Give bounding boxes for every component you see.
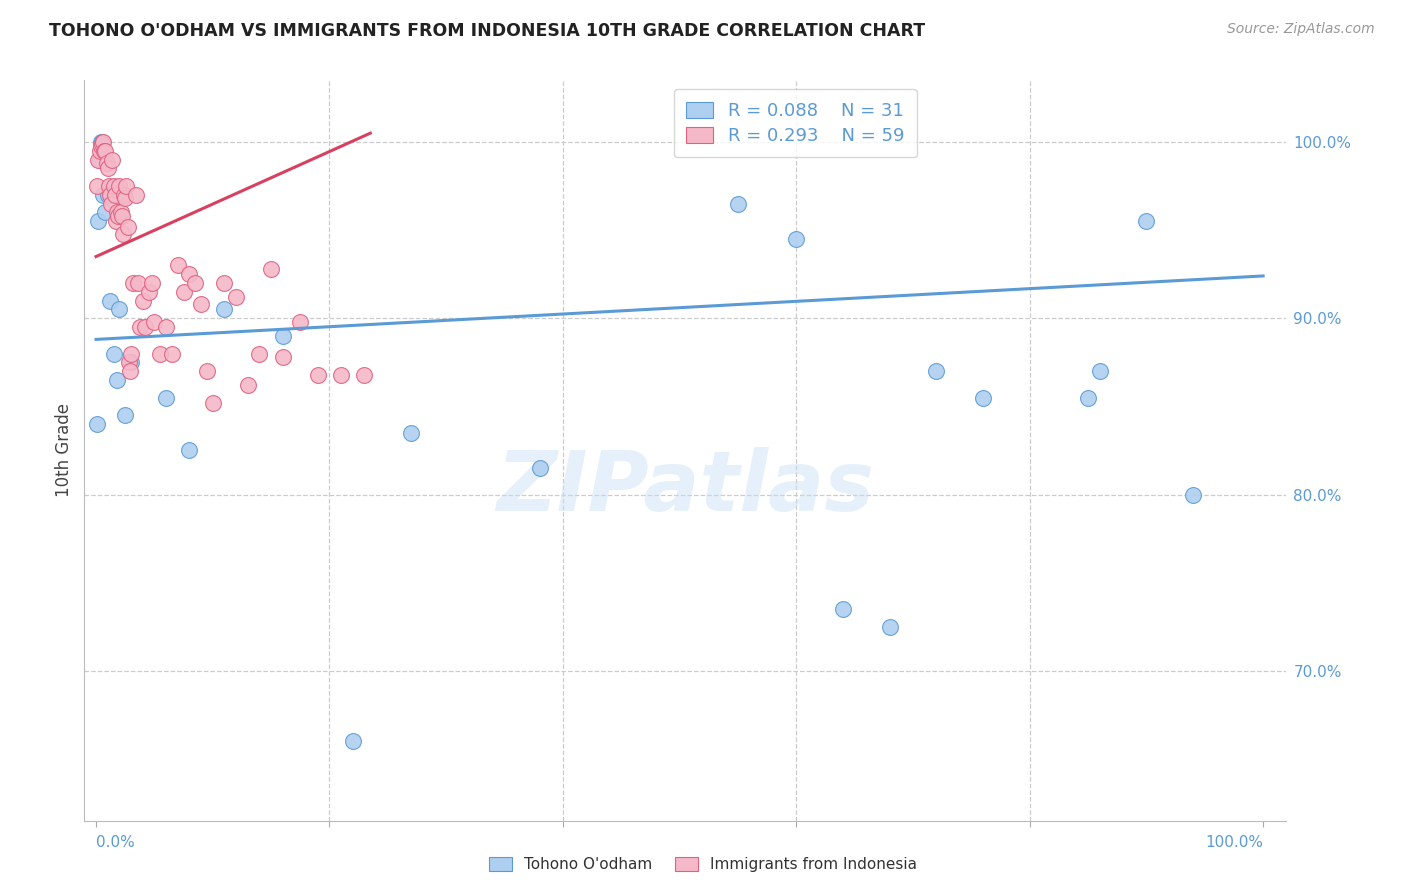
Point [138,285,160,299]
Point [195,364,218,378]
Point [97,179,120,194]
Point [108,302,131,317]
Point [141,276,163,290]
Point [115,179,138,194]
Point [105,373,128,387]
Point [110,205,132,219]
Point [98,187,121,202]
Point [111,209,134,223]
Point [290,315,312,329]
Point [114,191,136,205]
Point [160,346,183,360]
Point [307,368,329,382]
Point [1077,391,1099,405]
Point [87,153,110,167]
Point [785,232,807,246]
Point [90,138,112,153]
Point [111,227,134,241]
Point [122,276,145,290]
Point [529,461,551,475]
Point [97,187,120,202]
Point [214,276,236,290]
Point [972,391,994,405]
Point [832,602,855,616]
Point [87,214,110,228]
Point [225,290,247,304]
Point [108,179,131,194]
Point [96,156,118,170]
Point [118,355,141,369]
Text: ZIPatlas: ZIPatlas [496,447,875,528]
Legend: R = 0.088    N = 31, R = 0.293    N = 59: R = 0.088 N = 31, R = 0.293 N = 59 [673,89,917,157]
Point [103,346,125,360]
Point [125,187,148,202]
Point [90,135,112,149]
Text: TOHONO O'ODHAM VS IMMIGRANTS FROM INDONESIA 10TH GRADE CORRELATION CHART: TOHONO O'ODHAM VS IMMIGRANTS FROM INDONE… [49,22,925,40]
Point [120,346,142,360]
Point [129,320,152,334]
Point [101,153,124,167]
Point [190,297,212,311]
Point [143,315,166,329]
Point [105,205,128,219]
Point [342,734,364,748]
Point [201,396,224,410]
Point [90,136,112,151]
Point [1088,364,1111,378]
Point [91,187,114,202]
Point [104,214,127,228]
Point [114,408,136,422]
Point [155,320,177,334]
Point [271,350,294,364]
Point [260,261,283,276]
Point [149,346,172,360]
Point [86,417,108,431]
Point [103,179,125,194]
Point [399,425,422,440]
Point [879,620,901,634]
Point [925,364,948,378]
Point [236,378,259,392]
Point [134,320,156,334]
Point [166,258,188,272]
Point [330,368,353,382]
Point [132,293,155,308]
Point [271,329,294,343]
Point [214,302,236,317]
Point [173,285,195,299]
Point [127,276,149,290]
Point [100,196,122,211]
Point [1182,487,1205,501]
Point [107,209,129,223]
Point [112,187,135,202]
Point [179,443,201,458]
Text: Source: ZipAtlas.com: Source: ZipAtlas.com [1227,22,1375,37]
Point [1135,214,1157,228]
Point [98,293,121,308]
Point [104,187,127,202]
Point [94,144,117,158]
Point [93,144,115,158]
Point [353,368,375,382]
Point [91,135,114,149]
Legend: Tohono O'odham, Immigrants from Indonesia: Tohono O'odham, Immigrants from Indonesi… [481,849,925,880]
Point [155,391,177,405]
Text: 100.0%: 100.0% [1205,835,1263,850]
Point [94,205,117,219]
Point [89,153,111,167]
Point [117,219,139,234]
Point [179,267,201,281]
Point [90,135,112,149]
Point [97,161,120,176]
Point [86,179,108,194]
Point [89,144,111,158]
Y-axis label: 10th Grade: 10th Grade [55,403,73,498]
Point [118,364,141,378]
Point [249,346,271,360]
Point [727,196,749,211]
Point [184,276,207,290]
Text: 0.0%: 0.0% [96,835,135,850]
Point [120,355,142,369]
